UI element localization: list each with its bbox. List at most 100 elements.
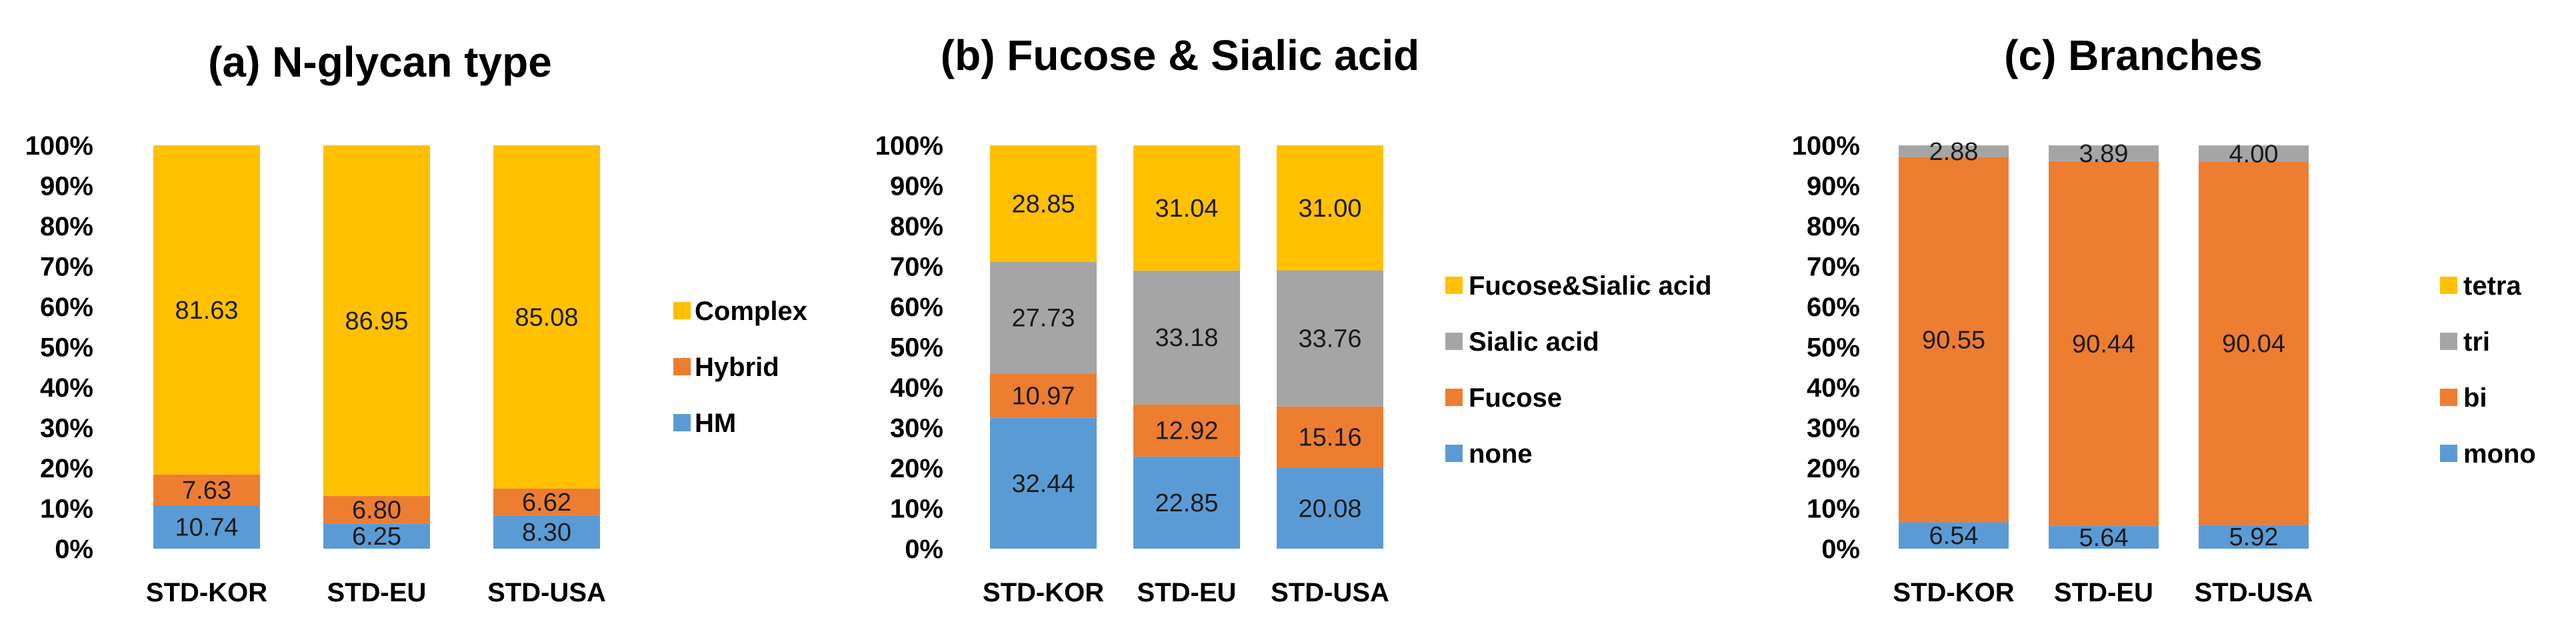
y-tick-label: 0%: [1821, 535, 1860, 564]
y-tick-label: 10%: [40, 495, 93, 524]
y-tick-label: 0%: [55, 535, 93, 564]
data-label: 22.85: [1155, 489, 1218, 517]
bar-segment-sialic-acid: [990, 261, 1097, 374]
legend-swatch: [1445, 333, 1463, 350]
legend-swatch: [1445, 277, 1463, 294]
y-tick-label: 70%: [890, 253, 943, 282]
data-label: 27.73: [1011, 304, 1075, 332]
bar-segment-fucose-sialic-acid: [1133, 145, 1240, 271]
bar-segment-hybrid: [323, 496, 430, 524]
x-category-label: STD-USA: [487, 578, 606, 607]
legend-swatch: [1445, 389, 1463, 406]
chart-panel-3: (c) Branches 0% 10% 20% 30% 40% 50% 60% 70% 80% 90…: [1792, 31, 2536, 607]
chart-title: (a) N-glycan type: [208, 38, 552, 86]
bar-segment-tri: [2049, 145, 2159, 161]
y-tick-label: 20%: [890, 454, 943, 483]
data-label: 90.04: [2222, 330, 2285, 358]
y-tick-label: 100%: [1792, 131, 1860, 161]
bar-segment-fucose: [1277, 406, 1383, 468]
y-tick-label: 50%: [40, 333, 93, 363]
legend-entry: mono: [2463, 439, 2536, 469]
legend-entry: HM: [695, 409, 736, 438]
data-label: 31.00: [1298, 195, 1361, 223]
y-tick-label: 0%: [905, 535, 943, 564]
data-label: 86.95: [345, 307, 408, 335]
data-label: 8.30: [522, 519, 571, 547]
data-label: 10.97: [1011, 383, 1075, 411]
legend-swatch: [2440, 389, 2457, 406]
data-label: 6.62: [522, 489, 571, 517]
y-tick-label: 40%: [1807, 373, 1860, 403]
y-tick-label: 20%: [40, 454, 93, 483]
x-category-label: STD-EU: [327, 578, 427, 607]
data-label: 90.55: [1922, 327, 1985, 355]
bar-segment-none: [990, 417, 1097, 549]
data-label: 32.44: [1011, 470, 1075, 498]
data-label: 2.88: [1929, 138, 1979, 166]
y-tick-label: 50%: [890, 333, 943, 363]
y-tick-label: 50%: [1807, 333, 1860, 363]
data-label: 85.08: [515, 303, 578, 331]
bar-segment-hm: [323, 523, 430, 549]
data-label: 3.89: [2079, 140, 2129, 168]
bar-segment-hybrid: [153, 474, 260, 506]
y-tick-label: 80%: [1807, 212, 1860, 241]
data-label: 10.74: [175, 514, 238, 542]
data-label: 90.44: [2072, 330, 2135, 358]
legend-swatch: [2440, 333, 2457, 350]
data-label: 12.92: [1155, 417, 1218, 445]
bar-segment-hybrid: [493, 488, 600, 515]
data-label: 6.25: [352, 523, 401, 551]
chart-panel-2: (b) Fucose & Sialic acid 0% 10% 20% 30% 40% 50…: [875, 31, 1712, 607]
x-category-label: STD-USA: [1271, 578, 1389, 607]
y-tick-label: 40%: [890, 373, 943, 403]
chart-title: (c) Branches: [2004, 31, 2263, 79]
x-category-label: STD-EU: [2054, 578, 2153, 607]
bar-segment-sialic-acid: [1133, 270, 1240, 405]
bar-segment-complex: [323, 145, 430, 497]
x-category-label: STD-KOR: [146, 578, 267, 607]
y-tick-label: 60%: [890, 293, 943, 322]
data-label: 6.54: [1929, 522, 1979, 550]
legend-entry: Sialic acid: [1469, 327, 1599, 357]
legend-swatch: [2440, 277, 2457, 294]
legend-entry: Fucose: [1469, 383, 1562, 413]
legend-swatch: [673, 302, 691, 319]
legend-entry: bi: [2463, 383, 2487, 413]
y-tick-label: 10%: [1807, 495, 1860, 524]
legend-entry: Fucose&Sialic acid: [1469, 271, 1712, 301]
data-label: 33.18: [1155, 324, 1218, 352]
data-label: 7.63: [182, 477, 231, 505]
bar-segment-tri: [2199, 145, 2309, 162]
bar-segment-fucose: [990, 373, 1097, 418]
y-tick-label: 70%: [1807, 253, 1860, 282]
y-tick-label: 100%: [875, 131, 943, 161]
bar-segment-mono: [2049, 525, 2159, 549]
y-tick-label: 60%: [40, 293, 93, 322]
data-label: 81.63: [175, 297, 238, 325]
legend-entry: tri: [2463, 327, 2490, 357]
bar-segment-bi: [2049, 161, 2159, 526]
y-tick-label: 90%: [40, 172, 93, 201]
legend-entry: tetra: [2463, 271, 2521, 301]
y-tick-label: 40%: [40, 373, 93, 403]
bar-segment-bi: [1899, 157, 2009, 523]
bar-segment-complex: [153, 145, 260, 475]
y-tick-label: 30%: [1807, 414, 1860, 443]
bar-segment-hm: [153, 505, 260, 549]
y-tick-label: 90%: [1807, 172, 1860, 201]
y-tick-label: 90%: [890, 172, 943, 201]
y-tick-label: 30%: [40, 414, 93, 443]
legend-swatch: [2440, 445, 2457, 462]
x-category-label: STD-EU: [1137, 578, 1237, 607]
bar-segment-hm: [493, 515, 600, 549]
bar-segment-sialic-acid: [1277, 270, 1383, 407]
bar-segment-none: [1133, 456, 1240, 549]
chart-panel-1: (a) N-glycan type 0% 10% 20% 30% 40% 50% 60% 70%…: [25, 38, 807, 607]
data-label: 31.04: [1155, 195, 1218, 223]
y-tick-label: 80%: [40, 212, 93, 241]
data-label: 15.16: [1298, 424, 1361, 452]
legend-swatch: [673, 414, 691, 431]
bar-segment-fucose-sialic-acid: [990, 145, 1097, 262]
